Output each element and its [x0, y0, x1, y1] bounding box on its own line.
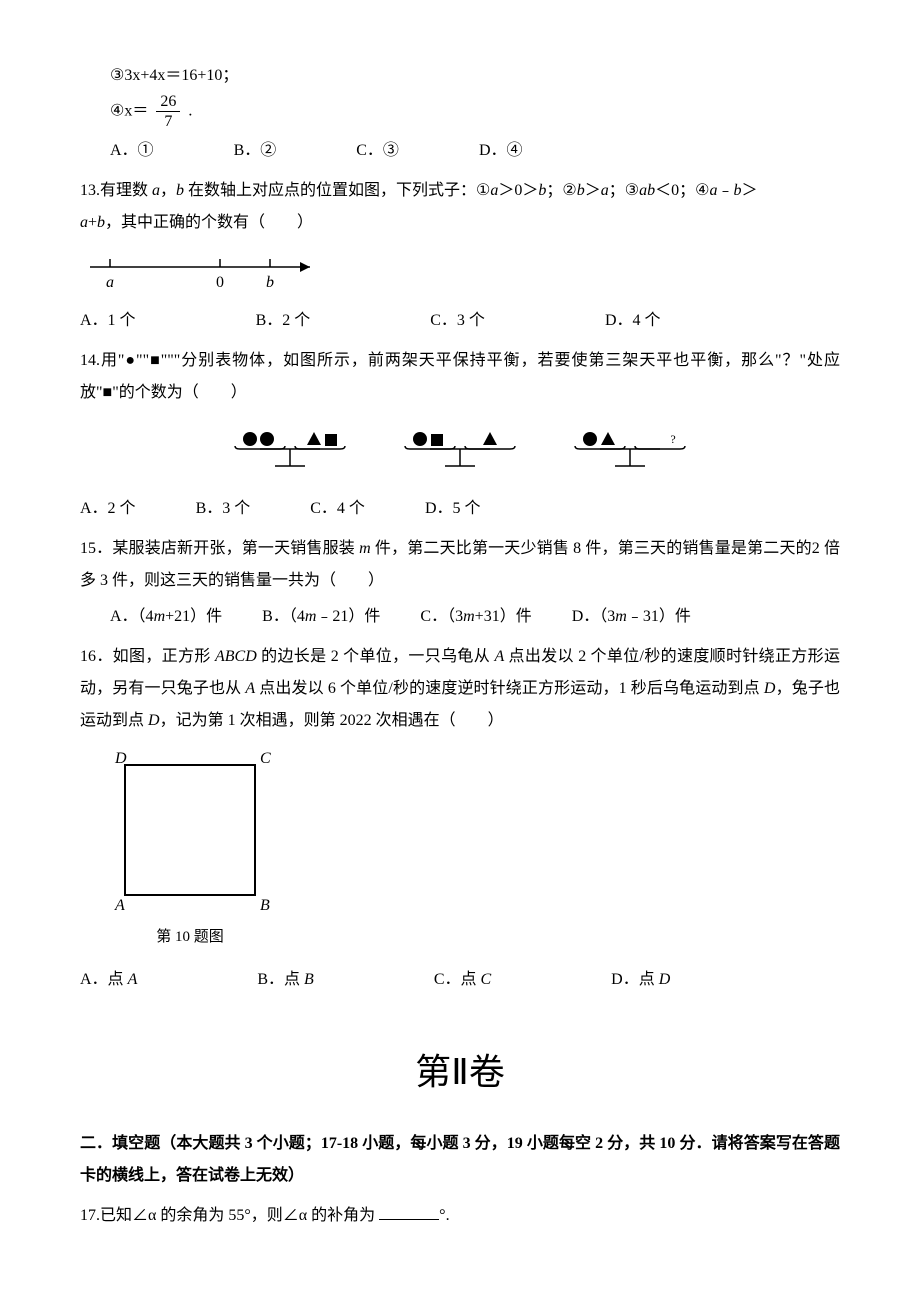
- q12-option-c: C．③: [356, 135, 399, 167]
- q15-option-a: A．（4m+21）件: [110, 601, 222, 633]
- q14-text: 14.用"●""■"""分别表物体，如图所示，前两架天平保持平衡，若要使第三架天…: [80, 345, 840, 409]
- q14-balances: ?: [80, 421, 840, 481]
- axis-label-zero: 0: [216, 274, 224, 291]
- q13-option-a: A．1 个: [80, 305, 136, 337]
- q16-option-d: D．点 D: [611, 964, 670, 996]
- square-label-a: A: [114, 897, 125, 914]
- square-label-b: B: [260, 897, 270, 914]
- q15-options: A．（4m+21）件 B．（4m﹣21）件 C．（3m+31）件 D．（3m﹣3…: [80, 601, 840, 633]
- q16-options: A．点 A B．点 B C．点 C D．点 D: [80, 964, 840, 996]
- q14-option-a: A．2 个: [80, 493, 136, 525]
- q15-option-b: B．（4m﹣21）件: [262, 601, 380, 633]
- q16-figure: D C A B 第 10 题图: [80, 745, 840, 952]
- balance-1: [225, 421, 355, 481]
- fraction-numerator: 26: [156, 92, 180, 112]
- q13-option-d: D．4 个: [605, 305, 661, 337]
- q14-options: A．2 个 B．3 个 C．4 个 D．5 个: [80, 493, 840, 525]
- q13-options: A．1 个 B．2 个 C．3 个 D．4 个: [80, 305, 840, 337]
- axis-label-b: b: [266, 274, 274, 291]
- q12-option-d: D．④: [479, 135, 523, 167]
- q16-text: 16．如图，正方形 ABCD 的边长是 2 个单位，一只乌龟从 A 点出发以 2…: [80, 641, 840, 737]
- section-2-title: 第Ⅱ卷: [80, 1036, 840, 1108]
- q15-option-d: D．（3m﹣31）件: [572, 601, 691, 633]
- q17-text: 17.已知∠α 的余角为 55°，则∠α 的补角为 °.: [80, 1200, 840, 1232]
- axis-label-a: a: [106, 274, 114, 291]
- fraction-denominator: 7: [156, 112, 180, 131]
- q15-option-c: C．（3m+31）件: [420, 601, 531, 633]
- square-label-d: D: [114, 750, 127, 767]
- number-line-svg: a 0 b: [80, 247, 330, 297]
- q15-text: 15．某服装店新开张，第一天销售服装 m 件，第二天比第一天少销售 8 件，第三…: [80, 533, 840, 597]
- q14-option-d: D．5 个: [425, 493, 481, 525]
- q12-step4-suffix: .: [188, 102, 192, 119]
- q16-option-b: B．点 B: [257, 964, 313, 996]
- q12-fraction: 26 7: [156, 92, 180, 131]
- square-label-c: C: [260, 750, 271, 767]
- q12-step3: ③3x+4x＝16+10；: [80, 60, 840, 92]
- q12-step4-prefix: ④x＝: [110, 102, 148, 119]
- q16-option-a: A．点 A: [80, 964, 137, 996]
- section-2-instruction: 二．填空题（本大题共 3 个小题；17-18 小题，每小题 3 分，19 小题每…: [80, 1128, 840, 1192]
- q13-option-c: C．3 个: [430, 305, 485, 337]
- q12-option-b: B．②: [234, 135, 277, 167]
- q12-options: A．① B．② C．③ D．④: [80, 135, 840, 167]
- balance-3: ?: [565, 421, 695, 481]
- q14-option-c: C．4 个: [310, 493, 365, 525]
- q16-option-c: C．点 C: [434, 964, 491, 996]
- svg-text:?: ?: [670, 432, 675, 446]
- q16-caption: 第 10 题图: [100, 922, 280, 952]
- q13-option-b: B．2 个: [256, 305, 311, 337]
- square-svg: D C A B: [100, 745, 280, 920]
- q17-blank: [379, 1201, 439, 1220]
- q13-text: 13.有理数 a，b 在数轴上对应点的位置如图，下列式子：①a＞0＞b；②b＞a…: [80, 175, 840, 239]
- q13-number-line: a 0 b: [80, 247, 840, 297]
- q14-option-b: B．3 个: [196, 493, 251, 525]
- q12-step4: ④x＝ 26 7 .: [80, 92, 840, 131]
- balance-2: [395, 421, 525, 481]
- q12-option-a: A．①: [110, 135, 154, 167]
